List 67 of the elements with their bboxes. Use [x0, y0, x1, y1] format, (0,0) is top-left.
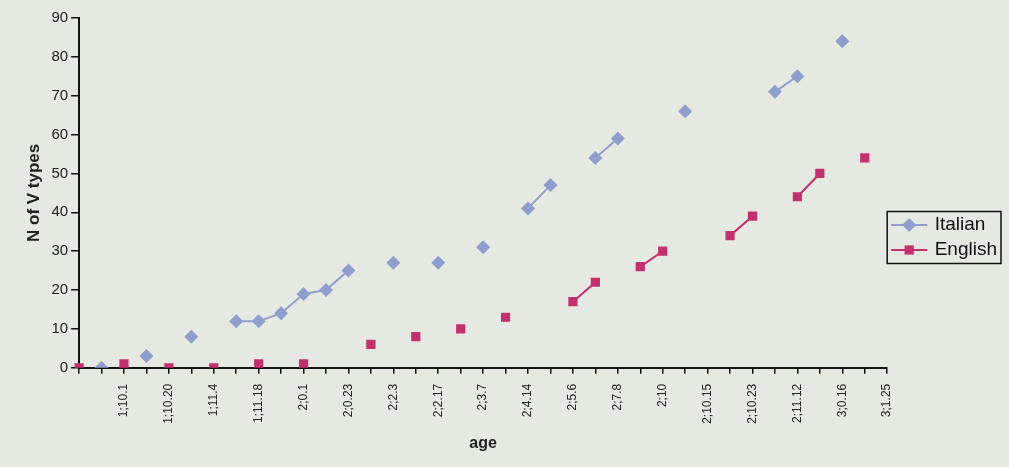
x-tick-label: 3;0.16 [834, 383, 849, 418]
point [476, 240, 491, 255]
point [274, 306, 289, 321]
point [431, 255, 446, 270]
y-axis-title: N of V types [23, 143, 43, 243]
point [725, 231, 735, 241]
x-tick-label: 2;0.23 [340, 383, 355, 418]
legend-label: Italian [934, 213, 986, 235]
point [860, 153, 870, 163]
x-tick-label: 2;10 [655, 383, 670, 408]
point [588, 150, 603, 165]
x-tick-label: 3;1.25 [879, 383, 894, 418]
x-tick-label: 2;10.23 [744, 383, 759, 424]
x-tick-label: 2;10.15 [699, 383, 714, 424]
x-tick-label: 2;7.8 [610, 383, 625, 411]
y-tick-label: 20 [51, 280, 69, 298]
x-tick-label: 2;11.12 [789, 383, 804, 423]
x-tick-label: 1;10.1 [116, 383, 131, 418]
x-tick-label: 2;3.7 [475, 383, 490, 411]
y-tick-label: 70 [51, 85, 69, 103]
y-tick-label: 10 [51, 319, 69, 337]
y-tick-label: 40 [51, 202, 69, 220]
point [815, 168, 825, 179]
x-tick-label: 1;10.20 [161, 383, 176, 424]
point [229, 314, 244, 329]
point [366, 339, 376, 350]
y-tick-label: 90 [51, 8, 69, 26]
legend-label: English [934, 238, 998, 260]
x-tick-label: 2;2.17 [430, 383, 445, 418]
x-tick-label: 2;2.3 [385, 383, 400, 411]
point [456, 324, 466, 334]
point [319, 283, 333, 298]
point [610, 131, 625, 146]
point [543, 178, 558, 193]
x-tick-label: 2;0.1 [295, 383, 310, 411]
point [790, 69, 805, 84]
point [254, 359, 264, 368]
x-tick-label: 2;4.14 [520, 383, 535, 418]
point [296, 286, 311, 301]
x-tick-label: 2;5.6 [565, 383, 580, 411]
point [635, 262, 645, 272]
y-tick-label: 50 [51, 163, 69, 181]
point [139, 349, 154, 364]
point [251, 314, 266, 329]
point [568, 297, 578, 307]
point [298, 359, 309, 368]
point [119, 359, 129, 368]
point [678, 104, 693, 119]
x-tick-label: 1;11.18 [250, 383, 265, 423]
point [386, 255, 401, 270]
point [658, 246, 668, 256]
x-axis-title: age [469, 433, 498, 451]
y-tick-label: 0 [59, 357, 69, 375]
point [835, 34, 850, 49]
y-tick-label: 30 [51, 241, 69, 259]
point [767, 84, 782, 99]
point [747, 211, 758, 221]
point [590, 277, 600, 287]
point [500, 312, 511, 322]
point [184, 329, 199, 344]
y-tick-label: 80 [51, 47, 69, 64]
point [792, 192, 802, 202]
point [341, 263, 356, 278]
point [521, 201, 536, 216]
y-tick-label: 60 [51, 124, 69, 142]
x-tick-label: 1;11.4 [206, 383, 221, 417]
point [411, 332, 421, 342]
